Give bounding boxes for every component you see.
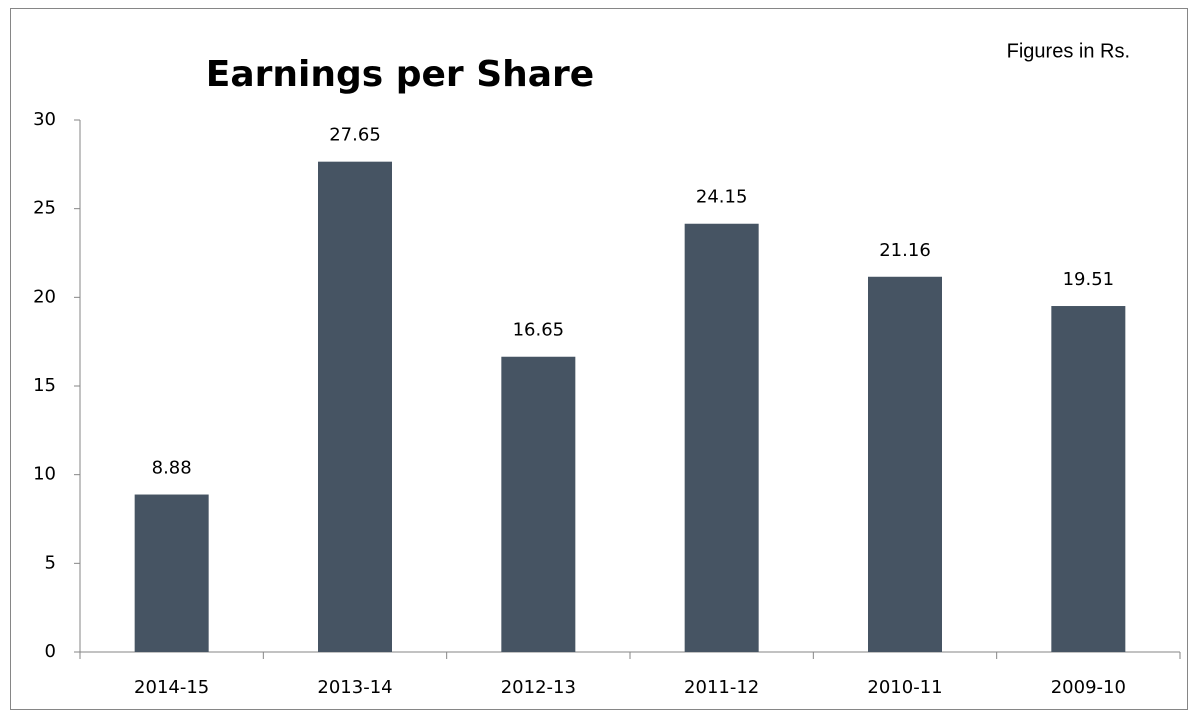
value-label: 27.65: [329, 125, 381, 146]
value-label: 16.65: [513, 320, 565, 341]
chart-title: Earnings per Share: [206, 54, 594, 95]
y-tick-label: 20: [33, 286, 56, 307]
bar: [684, 223, 759, 653]
value-label: 21.16: [879, 240, 931, 261]
bar: [318, 161, 392, 652]
x-tick-label: 2011-12: [684, 677, 759, 698]
x-tick-label: 2009-10: [1051, 677, 1126, 698]
annotation: Figures in Rs.: [1007, 40, 1130, 62]
value-label: 24.15: [696, 187, 748, 208]
bar: [134, 494, 209, 652]
x-tick-label: 2010-11: [867, 677, 942, 698]
bar: [1051, 306, 1126, 652]
y-tick-label: 10: [33, 464, 56, 485]
y-tick-label: 25: [33, 198, 56, 219]
bar: [501, 356, 576, 652]
x-tick-label: 2012-13: [501, 677, 576, 698]
value-label: 19.51: [1063, 269, 1115, 290]
x-tick-label: 2014-15: [134, 677, 209, 698]
x-tick-label: 2013-14: [317, 677, 392, 698]
y-tick-label: 0: [45, 641, 56, 662]
y-tick-label: 5: [45, 552, 56, 573]
bar: [868, 276, 942, 652]
y-tick-label: 30: [33, 109, 56, 130]
value-label: 8.88: [152, 458, 192, 479]
y-tick-label: 15: [33, 375, 56, 396]
